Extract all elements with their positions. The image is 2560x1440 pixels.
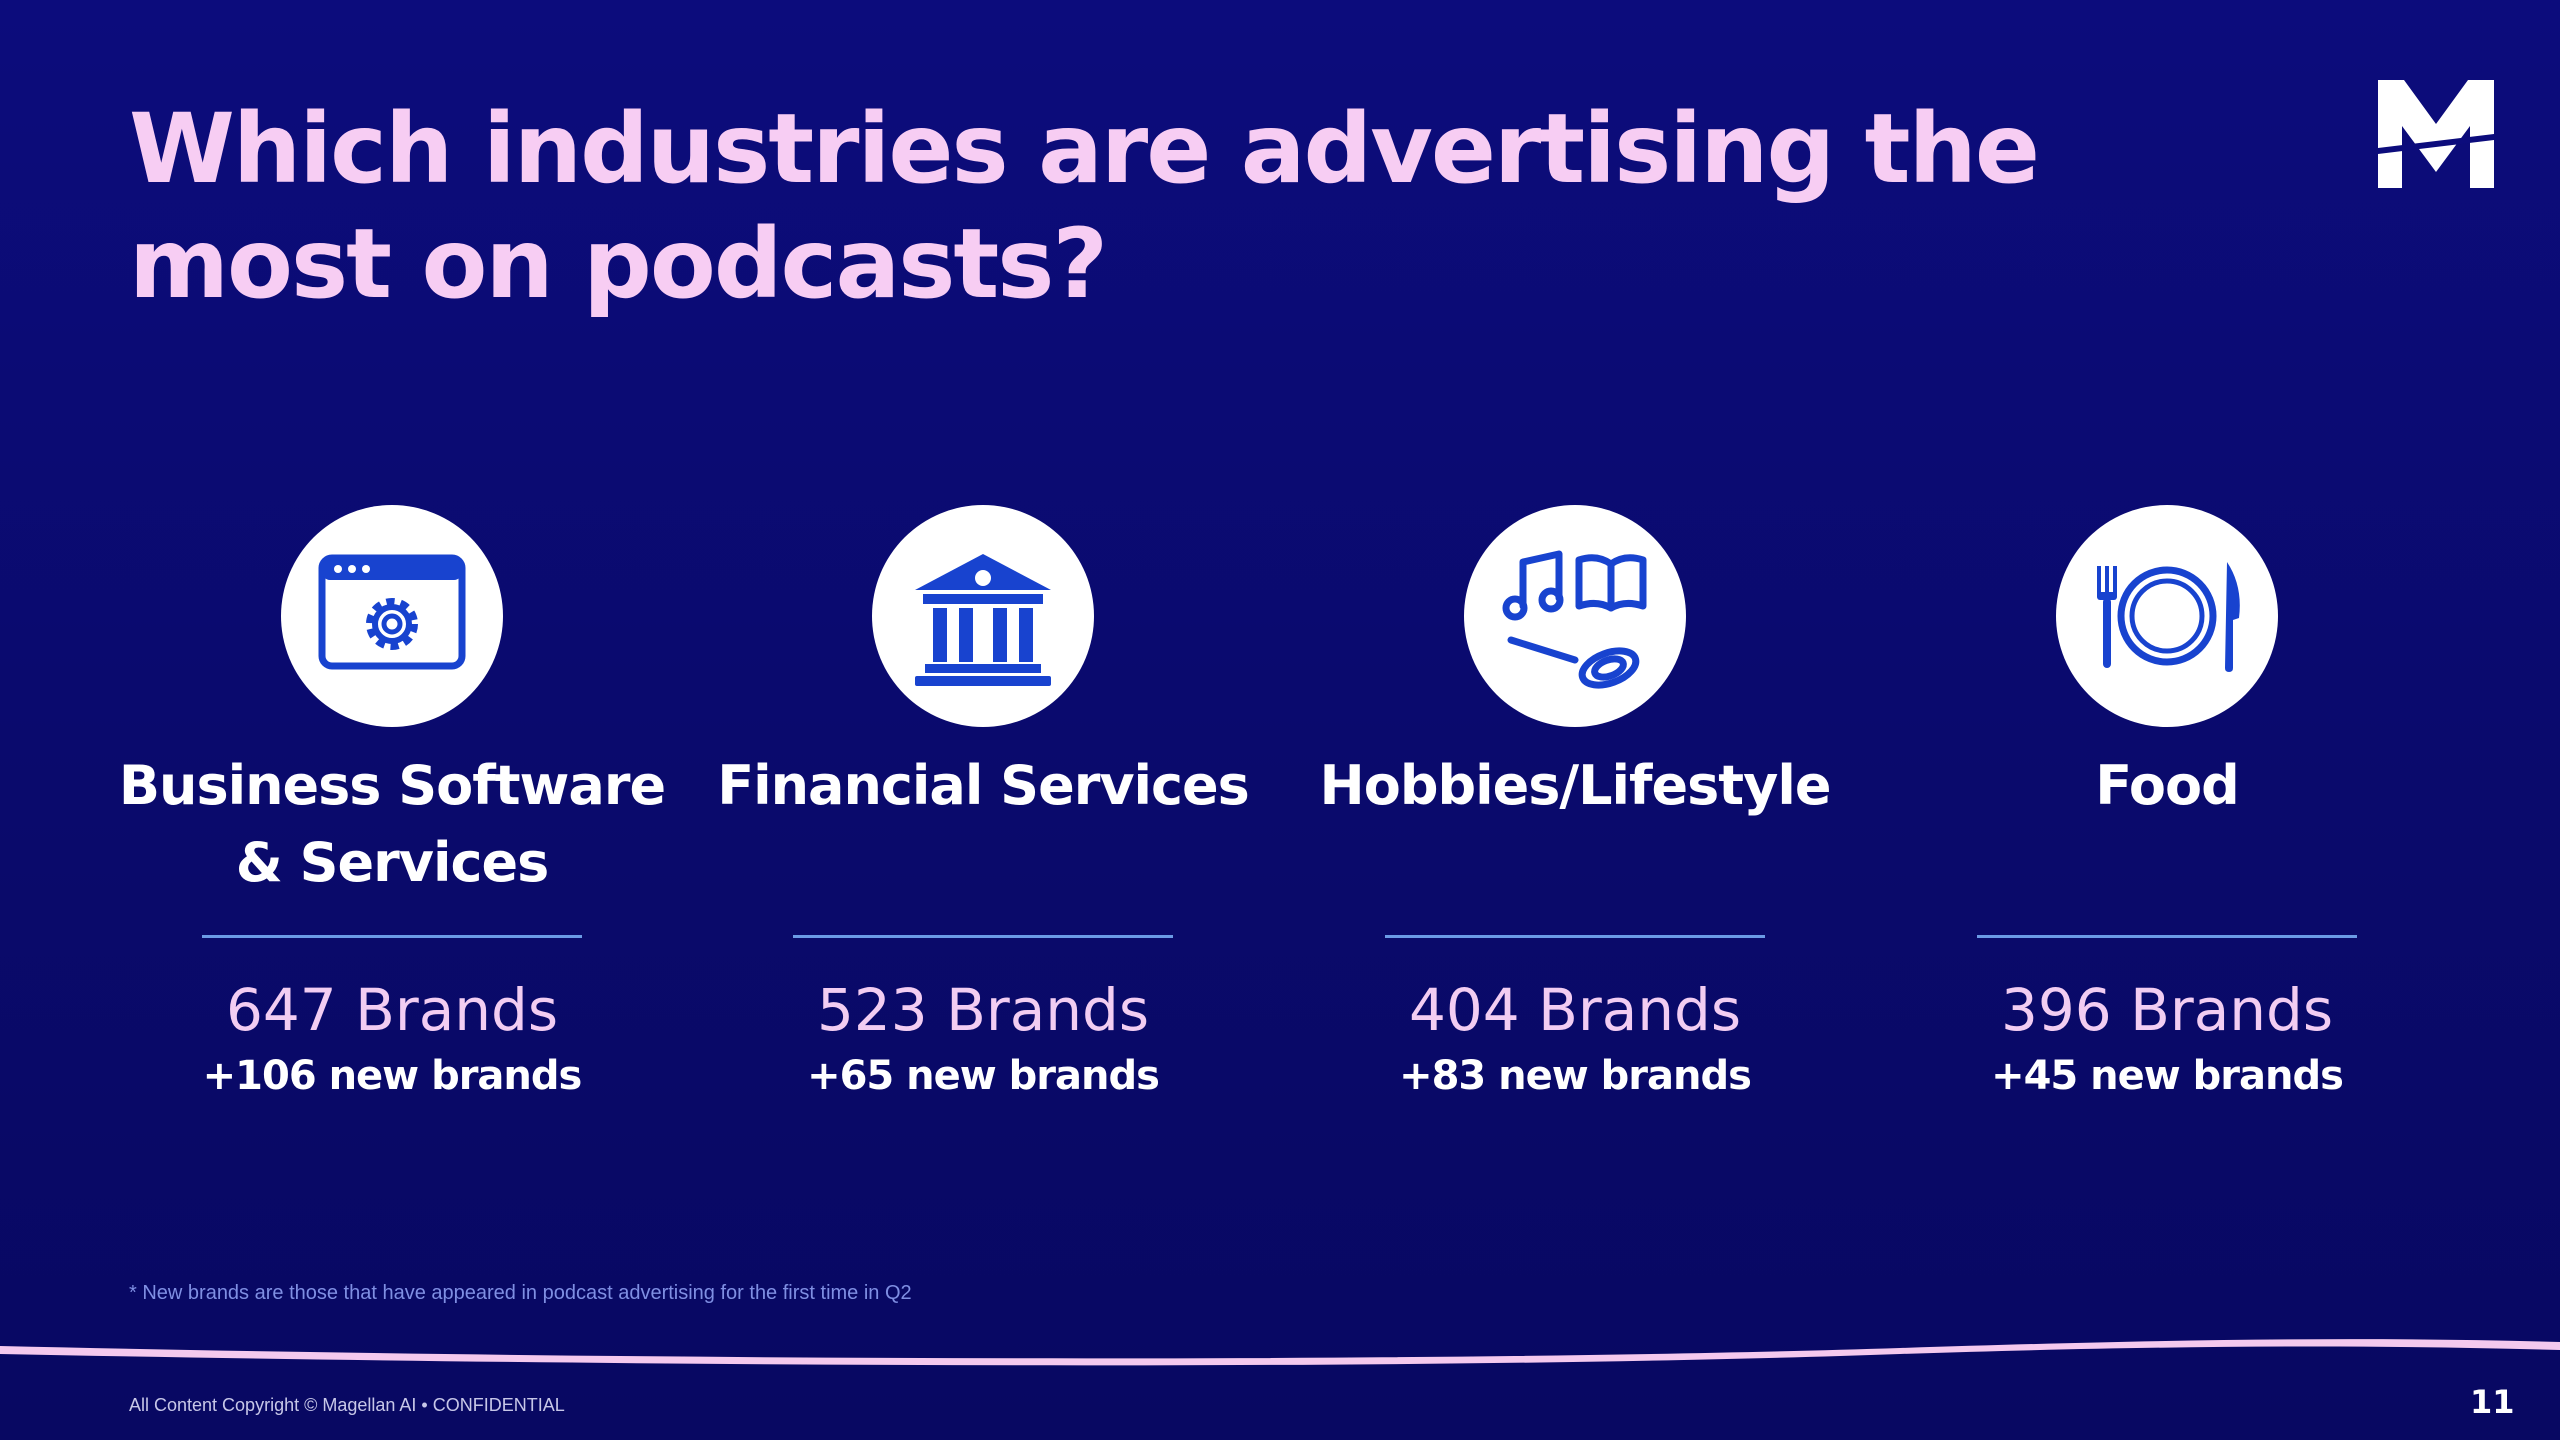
new-brand-count: +83 new brands	[1399, 1053, 1752, 1099]
industry-label: Business Software & Services	[118, 754, 666, 894]
icon-circle	[281, 505, 503, 727]
music-book-whisk-icon	[1502, 550, 1647, 689]
page-title: Which industries are advertising the mos…	[129, 93, 2040, 320]
brand-count: 396 Brands	[2000, 976, 2334, 1044]
icon-circle	[872, 505, 1094, 727]
industry-label: Food	[2095, 754, 2240, 817]
divider	[202, 935, 582, 938]
industry-card-hobbies-lifestyle: Hobbies/Lifestyle 404 Brands +83 new bra…	[1280, 505, 1870, 1145]
icon-circle	[1464, 505, 1686, 727]
divider	[793, 935, 1173, 938]
browser-gear-icon	[318, 554, 466, 670]
new-brand-count: +65 new brands	[807, 1053, 1160, 1099]
new-brand-count: +106 new brands	[202, 1053, 583, 1099]
brand-count: 404 Brands	[1408, 976, 1742, 1044]
industry-list: Business Software & Services 647 Brands …	[0, 505, 2560, 1145]
brand-count: 647 Brands	[225, 976, 559, 1044]
new-brand-count: +45 new brands	[1991, 1053, 2344, 1099]
magellan-m-logo-icon	[2378, 80, 2494, 188]
industry-card-food: Food 396 Brands +45 new brands	[1872, 505, 2462, 1145]
divider	[1385, 935, 1765, 938]
footnote: * New brands are those that have appeare…	[129, 1282, 912, 1304]
industry-label: Financial Services	[717, 754, 1250, 817]
industry-card-financial-services: Financial Services 523 Brands +65 new br…	[688, 505, 1278, 1145]
copyright: All Content Copyright © Magellan AI • CO…	[129, 1395, 565, 1415]
brand-count: 523 Brands	[816, 976, 1150, 1044]
bank-building-icon	[915, 554, 1051, 686]
divider	[1977, 935, 2357, 938]
industry-label: Hobbies/Lifestyle	[1319, 754, 1832, 817]
footer-wave	[0, 1339, 2560, 1366]
fork-plate-knife-icon	[2097, 562, 2240, 672]
industry-card-business-software: Business Software & Services 647 Brands …	[97, 505, 687, 1145]
icon-circle	[2056, 505, 2278, 727]
page-number: 11	[2470, 1383, 2515, 1421]
